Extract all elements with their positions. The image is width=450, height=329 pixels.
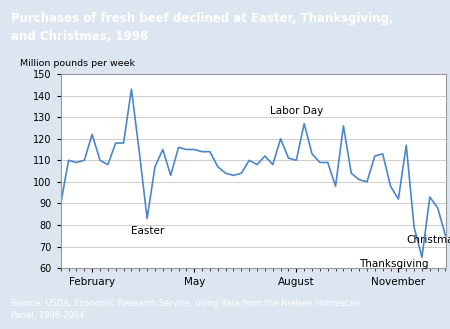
Text: Source: USDA, Economic Research Service, using data from the Nielsen Homescan
Pa: Source: USDA, Economic Research Service,…: [11, 299, 360, 320]
Text: Labor Day: Labor Day: [270, 106, 323, 116]
Text: Christmas: Christmas: [406, 235, 450, 245]
Text: Purchases of fresh beef declined at Easter, Thanksgiving,
and Christmas, 1998: Purchases of fresh beef declined at East…: [11, 12, 394, 43]
Text: Million pounds per week: Million pounds per week: [20, 59, 135, 68]
Text: Easter: Easter: [131, 226, 165, 237]
Text: Thanksgiving: Thanksgiving: [359, 259, 429, 269]
